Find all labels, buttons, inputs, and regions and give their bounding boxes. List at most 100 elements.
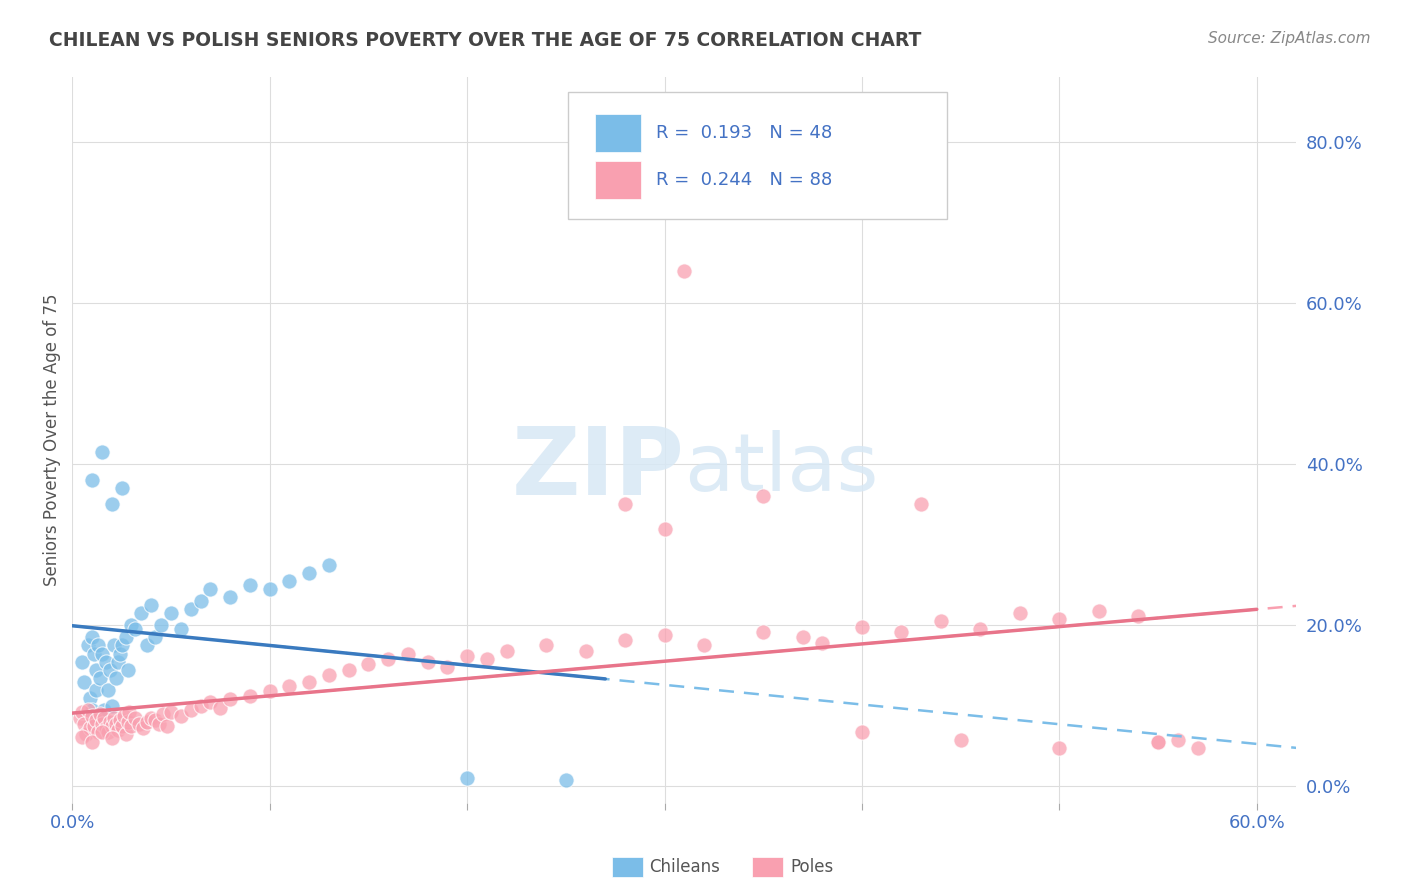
Point: [104, 671, 127, 685]
Point: [84, 714, 107, 728]
Point: [89, 706, 111, 721]
Point: [141, 598, 163, 612]
Point: [93, 711, 115, 725]
Point: [87, 639, 110, 653]
Point: [69, 711, 91, 725]
Point: [239, 578, 262, 592]
Point: [90, 724, 112, 739]
Point: [117, 663, 139, 677]
Point: [170, 623, 193, 637]
Point: [160, 606, 183, 620]
Point: [752, 490, 775, 504]
Point: [108, 647, 131, 661]
Point: [93, 703, 115, 717]
Point: [318, 558, 340, 572]
Point: [70, 655, 93, 669]
Point: [554, 772, 576, 787]
Point: [107, 723, 129, 737]
Point: [110, 639, 132, 653]
Point: [120, 618, 142, 632]
Text: R =  0.193   N = 48: R = 0.193 N = 48: [657, 124, 832, 143]
Point: [377, 652, 399, 666]
Point: [136, 639, 159, 653]
Point: [77, 703, 100, 717]
Point: [209, 700, 232, 714]
Point: [396, 647, 419, 661]
Point: [298, 674, 321, 689]
Point: [80, 631, 103, 645]
Point: [103, 639, 125, 653]
Point: [495, 644, 517, 658]
Point: [132, 722, 155, 736]
Point: [152, 706, 174, 721]
Point: [416, 655, 439, 669]
Point: [80, 708, 103, 723]
Text: Source: ZipAtlas.com: Source: ZipAtlas.com: [1208, 31, 1371, 46]
Point: [190, 698, 212, 713]
Point: [124, 623, 146, 637]
Point: [100, 698, 122, 713]
Point: [94, 655, 117, 669]
Bar: [595, 114, 641, 153]
Point: [259, 684, 281, 698]
Point: [792, 631, 814, 645]
Point: [117, 714, 139, 729]
Point: [136, 714, 159, 729]
Point: [200, 695, 222, 709]
Point: [80, 473, 103, 487]
Bar: [595, 161, 641, 199]
Point: [118, 706, 141, 720]
Text: CHILEAN VS POLISH SENIORS POVERTY OVER THE AGE OF 75 CORRELATION CHART: CHILEAN VS POLISH SENIORS POVERTY OVER T…: [49, 31, 921, 50]
Point: [278, 679, 301, 693]
Point: [969, 623, 991, 637]
Point: [107, 655, 129, 669]
Point: [456, 648, 478, 663]
Point: [574, 644, 596, 658]
Point: [298, 566, 321, 580]
Point: [83, 719, 105, 733]
Point: [108, 714, 131, 728]
Point: [654, 522, 676, 536]
Point: [131, 606, 153, 620]
Point: [1147, 735, 1170, 749]
Point: [278, 574, 301, 588]
Point: [100, 498, 122, 512]
Point: [114, 727, 136, 741]
Point: [156, 719, 179, 733]
Point: [160, 706, 183, 720]
Point: [180, 602, 202, 616]
Point: [143, 714, 166, 728]
Point: [114, 631, 136, 645]
Point: [614, 632, 637, 647]
Point: [1128, 608, 1150, 623]
Point: [73, 674, 96, 689]
Point: [259, 582, 281, 596]
Point: [87, 724, 110, 739]
Point: [1047, 740, 1070, 755]
Point: [73, 716, 96, 731]
Point: [90, 716, 112, 731]
Point: [70, 706, 93, 720]
Point: [79, 722, 101, 736]
Point: [110, 719, 132, 733]
Point: [693, 639, 716, 653]
Point: [170, 708, 193, 723]
Point: [89, 671, 111, 685]
Point: [890, 624, 912, 639]
Point: [357, 657, 380, 671]
Point: [180, 703, 202, 717]
Text: Chileans: Chileans: [650, 858, 720, 876]
Point: [83, 647, 105, 661]
Text: Poles: Poles: [790, 858, 834, 876]
Point: [851, 620, 873, 634]
Text: ZIP: ZIP: [512, 423, 685, 515]
Point: [112, 708, 135, 723]
Point: [77, 639, 100, 653]
Point: [90, 647, 112, 661]
Point: [436, 660, 458, 674]
Point: [70, 730, 93, 744]
Point: [200, 582, 222, 596]
Point: [1147, 735, 1170, 749]
Point: [104, 716, 127, 731]
Text: atlas: atlas: [685, 430, 879, 508]
